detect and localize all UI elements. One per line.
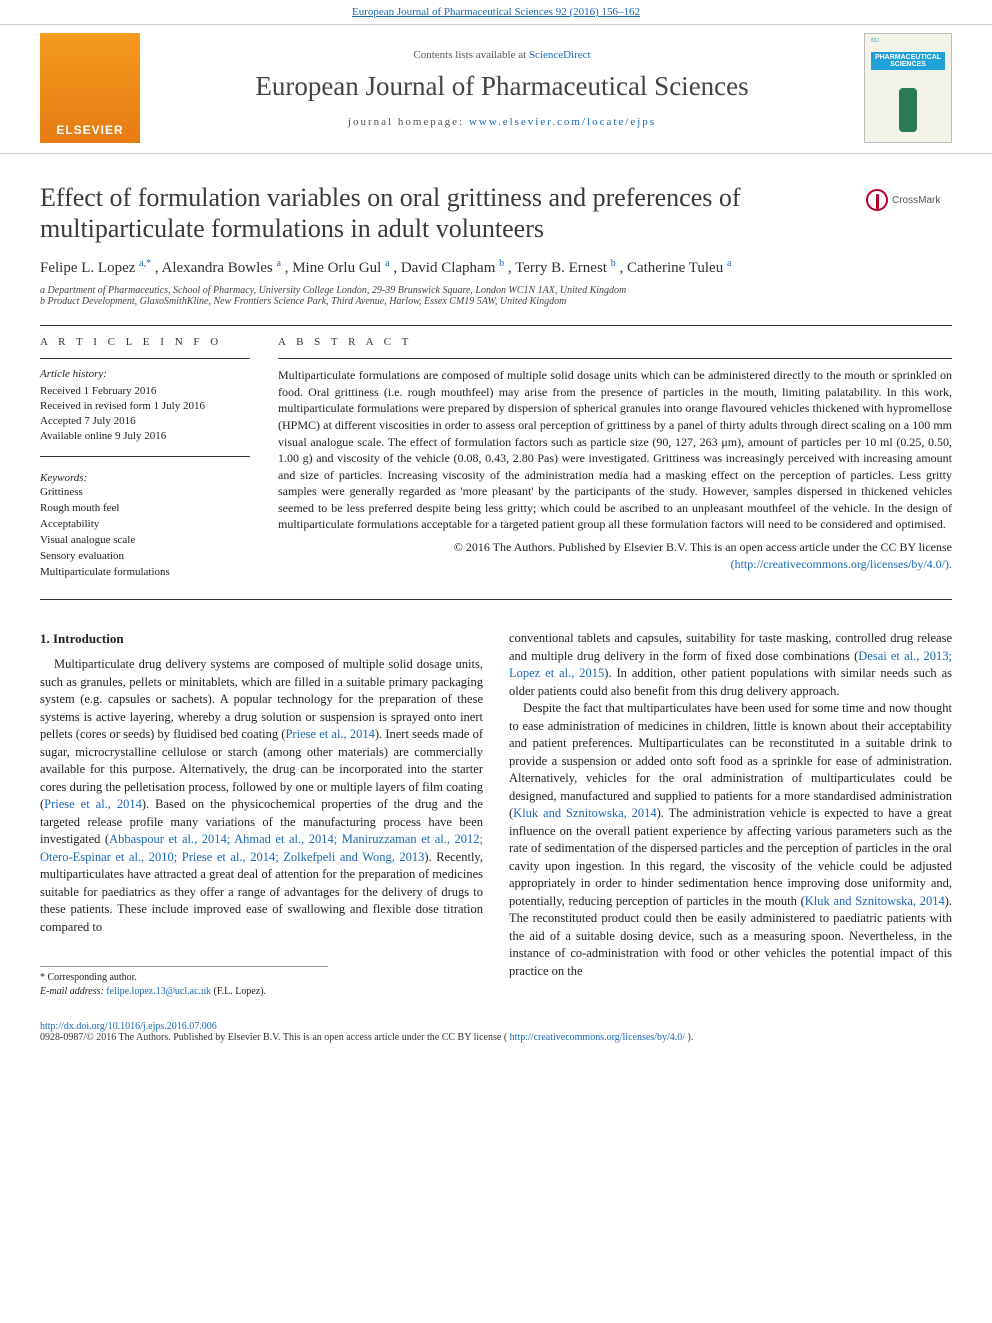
sciencedirect-link[interactable]: ScienceDirect — [529, 49, 591, 61]
contents-line: Contents lists available at ScienceDirec… — [154, 49, 850, 61]
history-item: Received in revised form 1 July 2016 — [40, 399, 250, 414]
abstract-text: Multiparticulate formulations are compos… — [278, 367, 952, 532]
author: , Terry B. Ernest — [508, 260, 611, 276]
keywords-list: Grittiness Rough mouth feel Acceptabilit… — [40, 485, 250, 581]
article-info-head: A R T I C L E I N F O — [40, 336, 250, 348]
journal-header: ELSEVIER Contents lists available at Sci… — [0, 24, 992, 154]
affiliation: b Product Development, GlaxoSmithKline, … — [40, 296, 952, 307]
citation-header: European Journal of Pharmaceutical Scien… — [0, 0, 992, 24]
right-column: conventional tablets and capsules, suita… — [509, 630, 952, 999]
info-rule — [40, 358, 250, 359]
doi-link[interactable]: http://dx.doi.org/10.1016/j.ejps.2016.07… — [40, 1021, 217, 1032]
journal-title: European Journal of Pharmaceutical Scien… — [154, 71, 850, 102]
abstract-head: A B S T R A C T — [278, 336, 952, 348]
crossmark-icon — [866, 189, 888, 211]
author: , Mine Orlu Gul — [285, 260, 385, 276]
history-item: Received 1 February 2016 — [40, 384, 250, 399]
keyword: Visual analogue scale — [40, 533, 250, 549]
citation-link[interactable]: Kluk and Sznitowska, 2014 — [805, 894, 945, 908]
contents-prefix: Contents lists available at — [413, 49, 528, 61]
homepage-link[interactable]: www.elsevier.com/locate/ejps — [469, 116, 656, 128]
license-link[interactable]: http://creativecommons.org/licenses/by/4… — [510, 1032, 685, 1043]
author-sup: a — [385, 258, 389, 269]
author-sup: a,* — [139, 258, 151, 269]
header-center: Contents lists available at ScienceDirec… — [140, 49, 864, 128]
left-column: 1. Introduction Multiparticulate drug de… — [40, 630, 483, 999]
copyright-text: © 2016 The Authors. Published by Elsevie… — [454, 540, 952, 554]
section-rule — [40, 599, 952, 600]
article-title: Effect of formulation variables on oral … — [40, 182, 852, 244]
page-footer: http://dx.doi.org/10.1016/j.ejps.2016.07… — [0, 999, 992, 1051]
affiliations: a Department of Pharmaceutics, School of… — [40, 285, 952, 307]
keywords-head: Keywords: — [40, 471, 250, 486]
corresponding-star: * Corresponding author. — [40, 971, 328, 985]
keyword: Multiparticulate formulations — [40, 565, 250, 581]
license-link[interactable]: (http://creativecommons.org/licenses/by/… — [731, 557, 952, 571]
citation-link[interactable]: Kluk and Sznitowska, 2014 — [513, 806, 656, 820]
author-sup: b — [499, 258, 504, 269]
author-sup: b — [611, 258, 616, 269]
body-text: Despite the fact that multiparticulates … — [509, 701, 952, 820]
abstract-column: A B S T R A C T Multiparticulate formula… — [278, 336, 952, 581]
abstract-copyright: © 2016 The Authors. Published by Elsevie… — [278, 539, 952, 573]
authors-line: Felipe L. Lopez a,* , Alexandra Bowles a… — [40, 258, 952, 277]
article-info-column: A R T I C L E I N F O Article history: R… — [40, 336, 250, 581]
cover-top-text: EU — [871, 38, 879, 44]
homepage-prefix: journal homepage: — [348, 116, 469, 128]
email-label: E-mail address: — [40, 986, 106, 997]
author-sup: a — [727, 258, 731, 269]
affiliation: a Department of Pharmaceutics, School of… — [40, 285, 952, 296]
citation-link[interactable]: European Journal of Pharmaceutical Scien… — [352, 6, 640, 18]
section-heading: 1. Introduction — [40, 630, 483, 648]
cover-figure — [899, 88, 917, 132]
email-link[interactable]: felipe.lopez.13@ucl.ac.uk — [106, 986, 211, 997]
email-suffix: (F.L. Lopez). — [214, 986, 267, 997]
keyword: Sensory evaluation — [40, 549, 250, 565]
keyword: Grittiness — [40, 485, 250, 501]
history-item: Available online 9 July 2016 — [40, 429, 250, 444]
elsevier-logo: ELSEVIER — [40, 33, 140, 143]
author: Felipe L. Lopez — [40, 260, 139, 276]
history-head: Article history: — [40, 367, 250, 382]
author: , Catherine Tuleu — [619, 260, 727, 276]
cover-badge: PHARMACEUTICAL SCIENCES — [871, 52, 945, 70]
section-rule — [40, 325, 952, 326]
keyword: Rough mouth feel — [40, 501, 250, 517]
history-item: Accepted 7 July 2016 — [40, 414, 250, 429]
corresponding-author: * Corresponding author. E-mail address: … — [40, 966, 328, 999]
author-sup: a — [276, 258, 280, 269]
author: , David Clapham — [393, 260, 499, 276]
abstract-rule — [278, 358, 952, 359]
keyword: Acceptability — [40, 517, 250, 533]
citation-link[interactable]: Priese et al., 2014 — [44, 797, 142, 811]
crossmark-badge[interactable]: CrossMark — [866, 186, 952, 214]
info-rule — [40, 456, 250, 457]
author: , Alexandra Bowles — [155, 260, 277, 276]
citation-link[interactable]: Priese et al., 2014 — [285, 727, 374, 741]
close-paren: ). — [688, 1032, 694, 1043]
homepage-line: journal homepage: www.elsevier.com/locat… — [154, 116, 850, 128]
journal-cover-thumb: EU PHARMACEUTICAL SCIENCES — [864, 33, 952, 143]
crossmark-label: CrossMark — [892, 195, 940, 206]
body-text: ). The administration vehicle is expecte… — [509, 806, 952, 908]
issn-line: 0928-0987/© 2016 The Authors. Published … — [40, 1032, 507, 1043]
body-columns: 1. Introduction Multiparticulate drug de… — [0, 610, 992, 999]
